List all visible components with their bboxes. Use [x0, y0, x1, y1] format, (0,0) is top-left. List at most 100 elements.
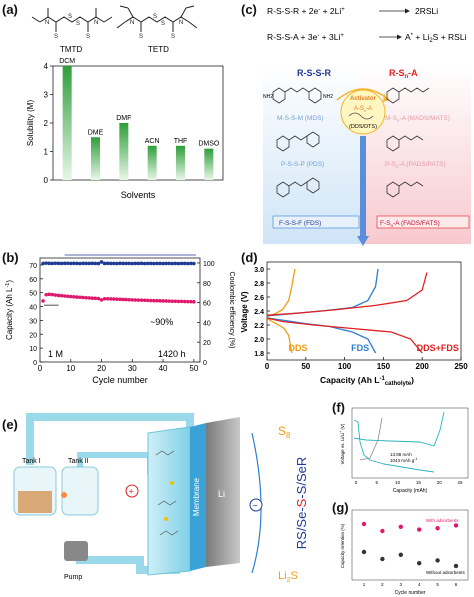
chart-a-plot: 0 1 2 3 4 DCM DME DMF ACN THF DMSO — [44, 58, 220, 185]
reaction-1-product: 2RSLi — [415, 6, 438, 16]
chart-b-capacity-point — [44, 292, 48, 297]
chart-b-capacity-point — [84, 295, 88, 300]
panel-f-label: (f) — [332, 400, 345, 415]
chart-d-ylabel: Voltage (V) — [240, 291, 249, 333]
pds-molecule — [276, 131, 320, 152]
c-left-title: R-S-S-R — [297, 68, 331, 78]
chart-a-bar — [176, 145, 185, 180]
chart-g-xtick-label: 2 — [381, 582, 384, 587]
item-pds: P-S-S-P (PDS) — [281, 161, 324, 168]
chart-g-without-point — [361, 549, 367, 555]
chart-b-capacity-point — [102, 296, 107, 301]
chart-f-xtick-label: 10 — [395, 480, 401, 485]
chart-a-bar — [119, 123, 129, 180]
sulfur-atom — [170, 481, 174, 485]
chart-a-bar — [204, 148, 214, 180]
chart-d-ytick-label: 2.0 — [254, 337, 264, 344]
panel-c: (c) R-S-S-R + 2e- + 2Li+ 2RSLi R-S-S-A +… — [237, 0, 474, 248]
chart-f-discharge-curve — [353, 419, 435, 473]
chart-a-ylabel: Solubility (M) — [26, 100, 35, 147]
chart-b-efficiency-point — [47, 261, 52, 266]
chart-b-y2tick-label: 60 — [203, 301, 211, 308]
sulfur-atom-2 — [164, 517, 168, 521]
chart-f-charge-curve — [353, 411, 445, 447]
chart-b-efficiency-point — [155, 261, 159, 266]
chart-b-ytick-label: 0 — [33, 360, 37, 367]
chart-b-capacity-point — [53, 293, 58, 297]
chart-g-xlabel: Cycle number — [395, 590, 426, 596]
chart-b-capacity-point — [127, 297, 132, 302]
s8-label: S8 — [278, 424, 291, 440]
chart-a-bar — [91, 137, 100, 180]
chart-g-frame — [351, 509, 469, 581]
chart-g-with-point — [417, 527, 422, 532]
panel-b-label: (b) — [2, 250, 19, 265]
chart-b-capacity-point — [161, 299, 165, 303]
chart-a-ytick-label: 3 — [44, 91, 49, 100]
chart-b-efficiency-point — [136, 261, 141, 266]
reaction-1: R-S-S-R + 2e- + 2Li+ — [267, 6, 345, 16]
tetd-label: TETD — [148, 45, 169, 54]
tank-2 — [61, 466, 99, 516]
chart-b-capacity-point — [41, 299, 45, 303]
chart-b-efficiency-point — [59, 261, 64, 266]
chart-d-charge-line — [266, 268, 296, 318]
chart-b-capacity-point — [124, 297, 128, 302]
chart-b-y2tick-label: 100 — [203, 261, 215, 268]
chart-b-capacity-point — [78, 295, 82, 300]
chart-d-series-label: FDS — [351, 343, 369, 353]
chart-b-y2tick-label: 20 — [203, 340, 211, 347]
chart-g-plot: 1 2 3 4 5 6 — [361, 521, 459, 587]
chart-b-capacity-point — [108, 297, 113, 301]
membrane-label: Membrane — [192, 477, 201, 516]
reaction-1-arrowhead — [405, 8, 410, 14]
chart-b-efficiency-point — [112, 261, 116, 266]
positive-sign: + — [129, 487, 134, 497]
chart-b-efficiency-point — [44, 261, 48, 265]
svg-text:N: N — [179, 20, 183, 26]
chart-b-efficiency-point — [53, 261, 58, 266]
chart-b-efficiency-point — [176, 261, 181, 266]
tmtd-structure — [31, 8, 113, 32]
chart-g-without-point — [417, 561, 422, 566]
chart-b-capacity-point — [182, 299, 187, 304]
chart-f-xtick-label: 15 — [416, 480, 422, 485]
chart-d-xtick-label: 100 — [338, 362, 352, 371]
chart-d-ytick-label: 2.6 — [254, 295, 264, 302]
svg-text:N: N — [94, 20, 98, 26]
chart-d-ytick-label: 2.4 — [254, 309, 264, 316]
membrane — [190, 423, 206, 571]
chart-b-efficiency-point — [139, 261, 144, 266]
chart-b-ylabel: Capacity (Ah L-1) — [5, 280, 14, 340]
chart-b-annotation-retention: ~90% — [150, 317, 173, 327]
chart-d-ytick-label: 2.8 — [254, 281, 264, 288]
chart-a-ytick-label: 1 — [44, 148, 49, 157]
svg-text:N: N — [45, 20, 49, 26]
chart-g-xtick-label: 6 — [455, 582, 458, 587]
chart-b-efficiency-point — [99, 260, 104, 264]
activator-label: Activator — [350, 96, 377, 102]
chart-d-charge-line — [266, 272, 428, 316]
chart-g-with-point — [398, 524, 403, 529]
tetd-structure — [116, 5, 198, 32]
chart-d-xtick-label: 0 — [265, 362, 270, 371]
panel-e-svg: Tank I Tank II Pump + Membrane Li − S8 R… — [13, 413, 309, 584]
chart-b-capacity-point — [139, 298, 144, 302]
chart-b-capacity-point — [68, 294, 73, 299]
chart-a-ytick-label: 2 — [44, 119, 49, 128]
svg-text:S: S — [161, 21, 165, 27]
pump — [64, 541, 88, 561]
tank-2-droplet — [61, 492, 67, 498]
panel-b: (b) 0 10 20 30 40 50 0 10 20 30 40 50 60 70 0 20 40 60 80 1… — [0, 250, 237, 390]
chart-d-xtick-label: 250 — [454, 362, 468, 371]
panel-d: (d) 0 50 100 150 200 250 1.8 2.0 2.2 2.4 2.6 2.8 3.0… — [237, 250, 474, 390]
positive-terminal — [125, 484, 139, 498]
chart-d-series-label: DDS — [289, 343, 308, 353]
chart-b-efficiency-point — [118, 261, 122, 266]
chart-b-capacity-point — [105, 296, 110, 301]
activator-formula: A-Sn-A — [354, 106, 372, 113]
chart-b-efficiency-point — [148, 261, 153, 266]
chart-a-bar — [147, 145, 157, 180]
chart-b-capacity-point — [62, 294, 67, 298]
